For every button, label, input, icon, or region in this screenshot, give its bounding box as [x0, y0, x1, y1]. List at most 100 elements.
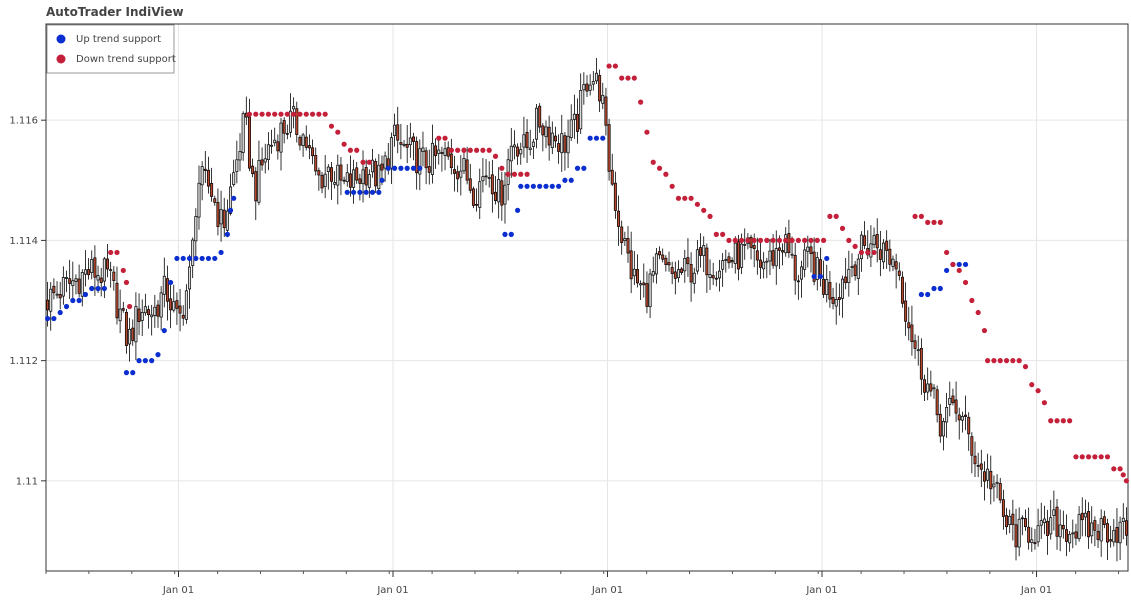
down-trend-support-dot — [1067, 418, 1073, 424]
down-trend-support-dot — [284, 111, 290, 117]
candle-body — [856, 258, 860, 279]
candle-body — [465, 159, 469, 181]
candle-body — [541, 125, 545, 136]
candle-body — [998, 483, 1002, 501]
candle-body — [724, 259, 728, 261]
down-trend-support-dot — [975, 309, 981, 316]
candle-body — [882, 242, 886, 263]
candle-body — [124, 311, 128, 346]
candle-body — [793, 255, 797, 281]
candle-body — [213, 198, 217, 203]
candle-body — [333, 182, 337, 185]
candle-body — [342, 179, 346, 182]
down-trend-support-dot — [492, 153, 499, 159]
candle-body — [1077, 514, 1081, 540]
x-tick-label: Jan 01 — [591, 585, 623, 596]
down-trend-support-dot — [675, 195, 682, 201]
candle-body — [191, 239, 195, 266]
candle-body — [547, 126, 551, 146]
candle-body — [607, 124, 611, 172]
candle-body — [478, 181, 482, 208]
candle-body — [270, 144, 274, 147]
down-trend-support-dot — [638, 99, 644, 105]
down-trend-support-dot — [795, 237, 801, 243]
candle-body — [923, 379, 927, 393]
candle-body — [292, 106, 296, 110]
up-trend-support-dot — [193, 255, 199, 262]
candle-body — [941, 421, 945, 437]
candle-body — [219, 209, 223, 225]
candle-body — [1017, 518, 1021, 548]
up-trend-support-dot — [518, 183, 524, 189]
candle-body — [667, 262, 671, 266]
candle-body — [77, 278, 81, 294]
down-trend-support-dot — [827, 213, 833, 219]
candle-body — [951, 395, 955, 404]
down-trend-support-dot — [937, 219, 943, 225]
candle-body — [976, 465, 980, 467]
candle-body — [689, 264, 693, 283]
candle-body — [169, 298, 173, 311]
candle-body — [355, 167, 359, 181]
down-trend-support-dot — [442, 135, 448, 141]
candle-body — [1008, 516, 1012, 525]
candle-body — [279, 122, 283, 153]
candle-body — [383, 155, 387, 169]
candle-body — [822, 278, 826, 295]
candle-body — [440, 152, 444, 154]
candle-body — [159, 292, 163, 318]
candle-body — [847, 268, 851, 283]
candle-body — [670, 267, 674, 274]
down-trend-support-dot — [925, 219, 931, 225]
candle-body — [1087, 511, 1091, 538]
down-trend-support-dot — [931, 219, 937, 225]
candle-body — [481, 176, 485, 182]
candle-body — [938, 413, 942, 437]
candle-body — [326, 166, 330, 173]
candle-body — [620, 226, 624, 243]
down-trend-support-dot — [802, 237, 808, 243]
candle-body — [522, 134, 526, 148]
down-trend-support-dot — [644, 129, 650, 135]
candle-body — [1058, 524, 1062, 538]
y-tick-label: 1.11 — [16, 476, 38, 487]
down-trend-support-dot — [303, 111, 309, 117]
up-trend-support-dot — [925, 291, 931, 298]
down-trend-support-dot — [1120, 472, 1126, 478]
candle-body — [932, 387, 936, 390]
candle-body — [393, 124, 397, 136]
up-trend-support-dot — [231, 195, 237, 201]
candle-body — [361, 169, 365, 185]
candle-body — [58, 294, 62, 299]
down-trend-support-dot — [511, 171, 518, 177]
candle-body — [982, 471, 986, 482]
down-trend-support-dot — [328, 123, 335, 129]
candle-body — [1109, 539, 1113, 542]
down-trend-support-dot — [631, 75, 637, 81]
candle-body — [989, 470, 993, 490]
up-trend-support-dot — [404, 165, 410, 171]
candle-body — [809, 246, 813, 255]
candle-body — [913, 340, 917, 349]
candle-body — [718, 270, 721, 279]
up-trend-support-dot — [155, 352, 161, 358]
down-trend-support-dot — [1092, 454, 1098, 460]
candle-body — [415, 141, 419, 174]
down-trend-support-dot — [455, 147, 461, 153]
up-trend-support-dot — [398, 165, 404, 171]
down-trend-support-dot — [518, 171, 524, 177]
candle-body — [222, 209, 226, 229]
candle-body — [859, 234, 863, 260]
candle-body — [550, 132, 554, 149]
down-trend-support-dot — [776, 237, 783, 243]
candle-body — [238, 151, 242, 161]
up-trend-support-dot — [581, 165, 587, 171]
candle-body — [897, 270, 901, 276]
legend: Up trend support Down trend support — [46, 24, 176, 74]
down-trend-support-dot — [981, 327, 988, 334]
candle-body — [121, 308, 125, 311]
down-trend-support-dot — [1104, 454, 1111, 460]
candle-body — [172, 301, 176, 311]
candle-body — [796, 280, 800, 283]
